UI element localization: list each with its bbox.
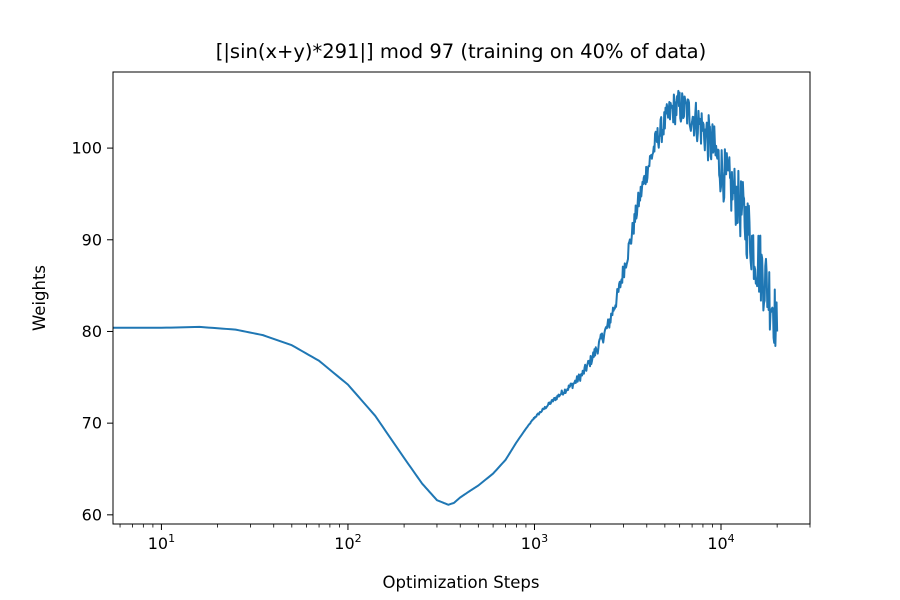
y-tick-label: 90 [82, 230, 102, 249]
plot-area [113, 89, 779, 506]
y-tick-label: 100 [71, 139, 102, 158]
x-tick-label: 104 [707, 532, 734, 553]
plot-frame [112, 71, 811, 525]
y-axis-label: Weights [30, 265, 49, 331]
y-tick-label: 60 [82, 505, 102, 524]
chart-title: [|sin(x+y)*291|] mod 97 (training on 40%… [216, 40, 707, 63]
x-tick-label: 101 [148, 532, 175, 553]
x-tick-label: 102 [334, 532, 361, 553]
series-line [113, 89, 779, 506]
x-axis-label: Optimization Steps [383, 573, 540, 592]
y-tick-label: 80 [82, 322, 102, 341]
y-tick-label: 70 [82, 414, 102, 433]
x-tick-label: 103 [521, 532, 548, 553]
y-axis: 60 70 80 90 100 [71, 139, 113, 524]
x-axis: 101 102 103 104 [119, 524, 811, 553]
